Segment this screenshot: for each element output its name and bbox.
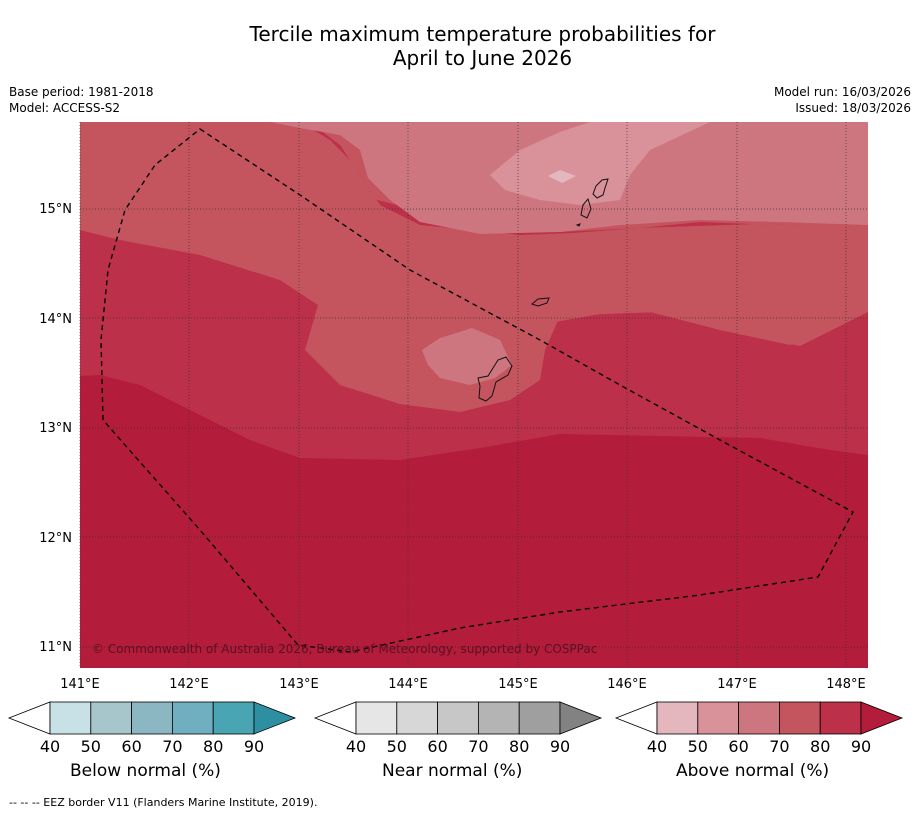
island-aguijan (575, 223, 581, 227)
colorbar-near-tick: 70 (468, 737, 488, 756)
meta-left: Base period: 1981-2018 Model: ACCESS-S2 (9, 84, 154, 116)
colorbar-below-tick: 80 (203, 737, 223, 756)
colorbar-near-segment (477, 701, 520, 735)
colorbar-below-segment (90, 701, 133, 735)
colorbar-below-segment (171, 701, 214, 735)
colorbar-below-over (253, 701, 297, 735)
lon-label-141: 141°E (60, 677, 100, 692)
title-line-1: Tercile maximum temperature probabilitie… (249, 22, 716, 46)
island-rota (530, 297, 550, 307)
colorbar-above-segment (738, 701, 780, 735)
lon-label-144: 144°E (388, 677, 428, 692)
colorbar-near-segment (518, 701, 561, 735)
colorbar-near-segment (396, 701, 438, 735)
colorbar-near-tick: 50 (387, 737, 407, 756)
colorbar-above-tick: 70 (769, 737, 789, 756)
below-normal-label: Below normal (%) (70, 761, 221, 781)
contour-60-guam (422, 328, 512, 385)
contour-70-west (80, 122, 868, 412)
colorbar-above-tick: 40 (647, 737, 667, 756)
map-panel: © Commonwealth of Australia 2026, Bureau… (79, 122, 868, 668)
island-guam (477, 356, 513, 402)
colorbar-below-tick: 50 (81, 737, 101, 756)
colorbar-below-segment (49, 701, 92, 735)
lat-label-15: 15°N (39, 202, 72, 217)
issued-date: Issued: 18/03/2026 (795, 101, 911, 115)
lon-label-145: 145°E (498, 677, 538, 692)
colorbar-above: 40 50 60 70 80 90 (614, 701, 904, 756)
meta-right: Model run: 16/03/2026 Issued: 18/03/2026 (774, 84, 911, 116)
lon-labels: 141°E 142°E 143°E 144°E 145°E 146°E 147°… (60, 677, 866, 692)
colorbar-near-tick: 80 (509, 737, 529, 756)
colorbar-above-over (860, 701, 904, 735)
map-title: Tercile maximum temperature probabilitie… (0, 22, 919, 70)
colorbar-below-tick: 60 (121, 737, 141, 756)
colorbar-near-tick: 90 (550, 737, 570, 756)
above-normal-label: Above normal (%) (676, 761, 830, 781)
colorbar-below-under (7, 701, 51, 735)
colorbar-near-segment (437, 701, 479, 735)
lat-label-12: 12°N (39, 531, 72, 546)
colorbar-above-tick: 50 (688, 737, 708, 756)
colorbar-above-tick: 80 (810, 737, 830, 756)
colorbar-above-tick: 60 (728, 737, 748, 756)
colorbar-near-segment (355, 701, 398, 735)
colorbar-above-under (614, 701, 658, 735)
colorbars: 40 50 60 70 80 90 40 50 60 70 80 90 40 50 60 70 80 90 (7, 701, 904, 756)
model-run: Model run: 16/03/2026 (773, 85, 911, 99)
lon-label-142: 142°E (169, 677, 209, 692)
island-saipan (592, 178, 609, 199)
contour-50 (490, 122, 710, 205)
colorbar-above-segment (656, 701, 699, 735)
colorbar-below-tick: 40 (40, 737, 60, 756)
island-tinian (580, 197, 592, 219)
colorbar-above-segment (819, 701, 862, 735)
lon-label-146: 146°E (607, 677, 647, 692)
colorbar-near-over (559, 701, 603, 735)
colorbar-near: 40 50 60 70 80 90 (313, 701, 603, 756)
lon-label-143: 143°E (279, 677, 319, 692)
colorbar-above-segment (779, 701, 821, 735)
lon-label-148: 148°E (826, 677, 866, 692)
colorbar-near-tick: 60 (427, 737, 447, 756)
lat-label-14: 14°N (39, 312, 72, 327)
colorbar-below-tick: 70 (162, 737, 182, 756)
colorbar-above-segment (697, 701, 739, 735)
lat-labels: 15°N 14°N 13°N 12°N 11°N (39, 202, 72, 655)
eez-border (100, 128, 854, 653)
colorbar-below-tick: 90 (244, 737, 264, 756)
title-line-2: April to June 2026 (392, 46, 573, 70)
base-period: Base period: 1981-2018 (9, 85, 154, 99)
gridlines (79, 122, 868, 668)
copyright-text: © Commonwealth of Australia 2026, Bureau… (92, 642, 597, 656)
lat-label-11: 11°N (39, 640, 72, 655)
lon-label-147: 147°E (717, 677, 757, 692)
eez-footnote: -- -- -- EEZ border V11 (Flanders Marine… (9, 796, 318, 809)
colorbar-near-tick: 40 (346, 737, 366, 756)
colorbar-near-under (313, 701, 357, 735)
colorbar-below-segment (212, 701, 255, 735)
colorbar-above-tick: 90 (851, 737, 871, 756)
colorbar-below: 40 50 60 70 80 90 (7, 701, 297, 756)
colorbar-below-segment (131, 701, 173, 735)
contour-40 (548, 170, 576, 183)
lat-label-13: 13°N (39, 421, 72, 436)
model-name: Model: ACCESS-S2 (9, 101, 121, 115)
near-normal-label: Near normal (%) (382, 761, 523, 781)
